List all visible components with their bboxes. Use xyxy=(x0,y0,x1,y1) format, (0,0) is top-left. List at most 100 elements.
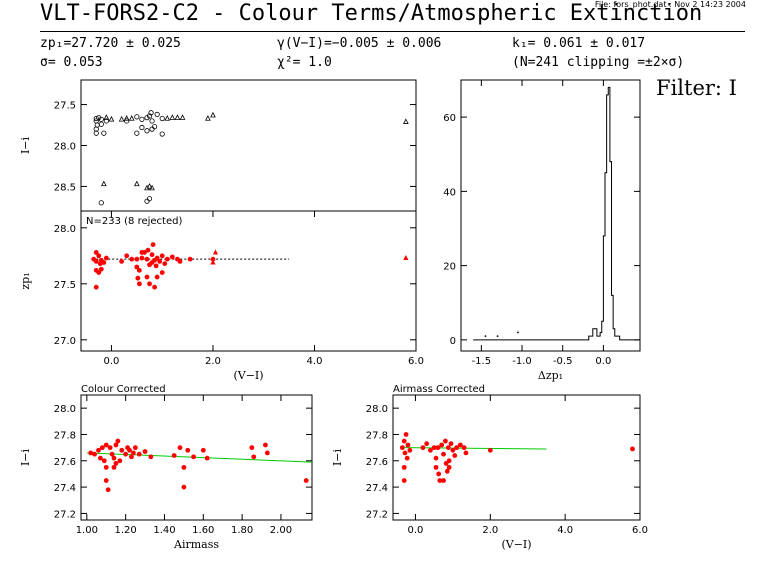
red-data-point xyxy=(113,442,119,448)
airmass-corrected-title: Airmass Corrected xyxy=(393,384,485,395)
open-triangle-point xyxy=(174,114,181,120)
colour-corrected-frame xyxy=(80,394,313,521)
airmass-corrected-ylabel: I−i xyxy=(331,448,344,466)
red-data-point xyxy=(136,451,142,457)
red-data-point xyxy=(200,447,206,453)
red-data-point xyxy=(144,256,150,262)
red-data-point xyxy=(401,478,407,483)
open-triangle-point xyxy=(205,115,211,121)
red-data-point xyxy=(446,464,452,470)
y-tick-label: 20 xyxy=(443,262,456,273)
filter-label: Filter: I xyxy=(656,76,737,100)
open-circle-point xyxy=(98,121,104,127)
red-data-point xyxy=(204,455,210,461)
red-data-point xyxy=(152,284,157,290)
sigma-stat: σ= 0.053 xyxy=(40,55,103,70)
red-data-point xyxy=(303,478,309,483)
red-data-point xyxy=(148,454,154,460)
open-circle-point xyxy=(139,124,145,131)
red-data-point xyxy=(407,447,413,453)
open-circle-point xyxy=(93,115,99,122)
red-data-point xyxy=(134,264,140,270)
red-data-point xyxy=(131,450,136,456)
red-triangle-point xyxy=(210,259,216,265)
open-circle-point xyxy=(103,118,109,124)
x-tick-label: 0.0 xyxy=(595,356,611,367)
colour-corrected-xlabel: Airmass xyxy=(173,538,219,551)
open-triangle-point xyxy=(144,184,150,191)
red-data-point xyxy=(101,260,107,265)
red-data-point xyxy=(169,254,175,260)
red-data-point xyxy=(187,256,193,262)
red-data-point xyxy=(145,247,151,253)
y-tick-label: 27.8 xyxy=(54,430,76,441)
x-tick-label: 2.0 xyxy=(482,525,498,536)
open-circle-point xyxy=(98,116,104,122)
red-data-point xyxy=(111,455,117,461)
x-tick-label: 6.0 xyxy=(408,356,424,367)
red-data-point xyxy=(428,447,433,453)
mid-left-xlabel: (V−I) xyxy=(233,369,263,382)
x-tick-label: 0.0 xyxy=(104,356,120,367)
red-data-point xyxy=(171,453,177,458)
open-circle-point xyxy=(139,116,145,122)
open-triangle-point xyxy=(402,118,409,124)
red-data-point xyxy=(162,261,168,267)
open-circle-point xyxy=(101,130,107,136)
open-circle-point xyxy=(134,130,140,136)
red-data-point xyxy=(404,455,410,461)
red-data-point xyxy=(439,442,445,448)
red-data-point xyxy=(445,445,451,451)
red-data-point xyxy=(436,471,442,477)
red-data-point xyxy=(185,447,191,453)
open-triangle-point xyxy=(179,114,186,120)
red-data-point xyxy=(136,281,142,287)
x-tick-label: 0.0 xyxy=(408,525,424,536)
open-circle-point xyxy=(146,196,153,202)
x-tick-label: -0.5 xyxy=(553,356,573,367)
open-triangle-point xyxy=(164,115,171,121)
open-circle-point xyxy=(159,115,165,122)
red-data-point xyxy=(103,442,109,448)
y-tick-label: 27.4 xyxy=(54,483,76,494)
y-tick-label: 28.0 xyxy=(54,224,76,235)
red-data-point xyxy=(450,447,456,453)
red-data-point xyxy=(103,464,109,470)
open-triangle-point xyxy=(123,115,130,121)
red-data-point xyxy=(249,445,255,451)
red-data-point xyxy=(119,259,125,264)
gamma-stat: γ(V−I)=−0.005 ± 0.006 xyxy=(277,36,442,51)
y-tick-label: 27.5 xyxy=(54,101,76,112)
x-tick-label: 2.00 xyxy=(270,525,292,536)
open-circle-point xyxy=(134,114,140,120)
open-circle-point xyxy=(146,113,153,119)
red-data-point xyxy=(399,445,405,451)
red-data-point xyxy=(191,454,196,460)
red-data-point xyxy=(103,478,109,483)
red-data-point xyxy=(457,442,463,448)
open-circle-point xyxy=(144,128,150,134)
red-data-point xyxy=(93,284,99,290)
red-data-point xyxy=(154,255,160,261)
x-tick-label: 1.40 xyxy=(153,525,175,536)
red-data-point xyxy=(96,270,102,275)
red-data-point xyxy=(119,447,125,453)
open-triangle-point xyxy=(103,114,110,120)
hist-xlabel: Δzp₁ xyxy=(538,369,563,382)
y-tick-label: 27.4 xyxy=(366,483,388,494)
red-data-point xyxy=(103,255,109,261)
red-data-point xyxy=(437,478,443,483)
red-data-point xyxy=(405,442,411,448)
red-data-point xyxy=(431,445,437,451)
red-data-point xyxy=(154,274,160,280)
red-data-point xyxy=(177,259,183,264)
red-data-point xyxy=(444,468,450,474)
y-tick-label: 27.5 xyxy=(54,280,76,291)
airmass-corrected-frame xyxy=(392,394,641,521)
y-tick-label: 27.0 xyxy=(54,336,76,347)
open-circle-point xyxy=(98,200,104,206)
red-data-point xyxy=(487,447,493,453)
red-data-point xyxy=(96,447,101,453)
chi2-stat: χ²= 1.0 xyxy=(277,55,332,70)
